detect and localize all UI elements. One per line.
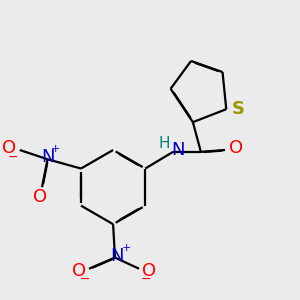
Text: +: +: [51, 144, 60, 154]
Text: N: N: [110, 247, 124, 265]
Text: −: −: [140, 273, 151, 286]
Text: O: O: [142, 262, 157, 280]
Text: −: −: [8, 151, 18, 164]
Text: N: N: [41, 148, 54, 166]
Text: −: −: [79, 273, 90, 286]
Text: O: O: [33, 188, 47, 206]
Text: O: O: [229, 139, 243, 157]
Text: H: H: [158, 136, 169, 151]
Text: S: S: [232, 100, 244, 118]
Text: O: O: [2, 139, 16, 157]
Text: +: +: [122, 243, 131, 253]
Text: O: O: [71, 262, 86, 280]
Text: N: N: [171, 141, 184, 159]
